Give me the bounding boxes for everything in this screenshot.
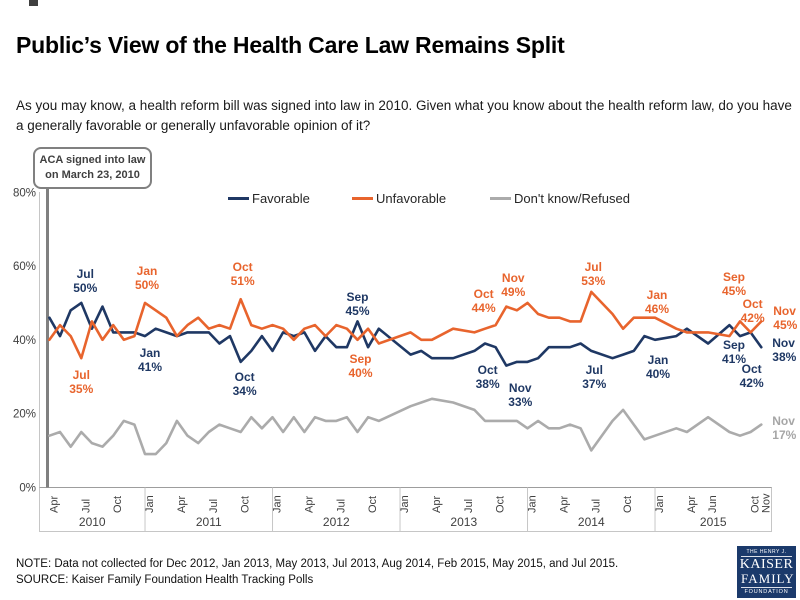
- month-tick-label: Oct: [495, 496, 507, 513]
- month-tick-label: Jul: [208, 499, 220, 513]
- month-tick-label: Oct: [367, 496, 379, 513]
- month-tick-label: Jan: [527, 495, 539, 513]
- note-text: NOTE: Data not collected for Dec 2012, J…: [16, 558, 619, 570]
- y-tick-label: 60%: [13, 261, 36, 273]
- month-tick-label: Jul: [335, 499, 347, 513]
- kff-logo: THE HENRY J. KAISER FAMILY FOUNDATION: [737, 546, 796, 598]
- month-tick-label: Jun: [707, 495, 719, 513]
- month-tick-label: Apr: [558, 496, 570, 513]
- y-tick-label: 20%: [13, 409, 36, 421]
- slide-corner-mark: [29, 0, 38, 6]
- year-label: 2015: [700, 515, 727, 529]
- month-tick-label: Oct: [240, 496, 252, 513]
- year-label: 2010: [79, 515, 106, 529]
- aca-annotation-line2: on March 23, 2010: [45, 169, 140, 181]
- aca-annotation-line1: ACA signed into law: [39, 154, 146, 166]
- kff-logo-line2: KAISER: [739, 557, 794, 572]
- year-label: 2014: [578, 515, 605, 529]
- aca-annotation-callout: ACA signed into law on March 23, 2010: [33, 147, 152, 189]
- year-label: 2013: [450, 515, 477, 529]
- month-tick-label: Jul: [80, 499, 92, 513]
- month-tick-label: Jan: [399, 495, 411, 513]
- kff-logo-line3: FAMILY: [741, 571, 795, 588]
- month-tick-label: Apr: [303, 496, 315, 513]
- y-tick-label: 40%: [13, 335, 36, 347]
- kff-logo-line4: FOUNDATION: [744, 589, 789, 595]
- year-label: 2012: [323, 515, 350, 529]
- month-tick-label: Apr: [431, 496, 443, 513]
- month-tick-label: Jul: [590, 499, 602, 513]
- kff-logo-line1: THE HENRY J.: [741, 549, 792, 557]
- month-tick-label: Apr: [686, 496, 698, 513]
- series-line-unfav: [48, 290, 763, 360]
- month-tick-label: Oct: [622, 496, 634, 513]
- month-tick-label: Nov: [760, 493, 772, 513]
- month-tick-label: Oct: [112, 496, 124, 513]
- year-label: 2011: [196, 515, 222, 529]
- series-line-dk: [48, 397, 763, 456]
- month-tick-label: Apr: [176, 496, 188, 513]
- month-tick-label: Jul: [463, 499, 475, 513]
- month-tick-label: Jan: [272, 495, 284, 513]
- survey-question-text: As you may know, a health reform bill wa…: [16, 98, 792, 133]
- page-title: Public’s View of the Health Care Law Rem…: [16, 32, 565, 58]
- y-tick-label: 80%: [13, 187, 36, 199]
- y-tick-label: 0%: [19, 482, 36, 494]
- month-tick-label: Jan: [654, 495, 666, 513]
- month-tick-label: Oct: [750, 496, 762, 513]
- month-tick-label: Jan: [144, 495, 156, 513]
- month-tick-label: Apr: [48, 496, 60, 513]
- source-text: SOURCE: Kaiser Family Foundation Health …: [16, 574, 314, 586]
